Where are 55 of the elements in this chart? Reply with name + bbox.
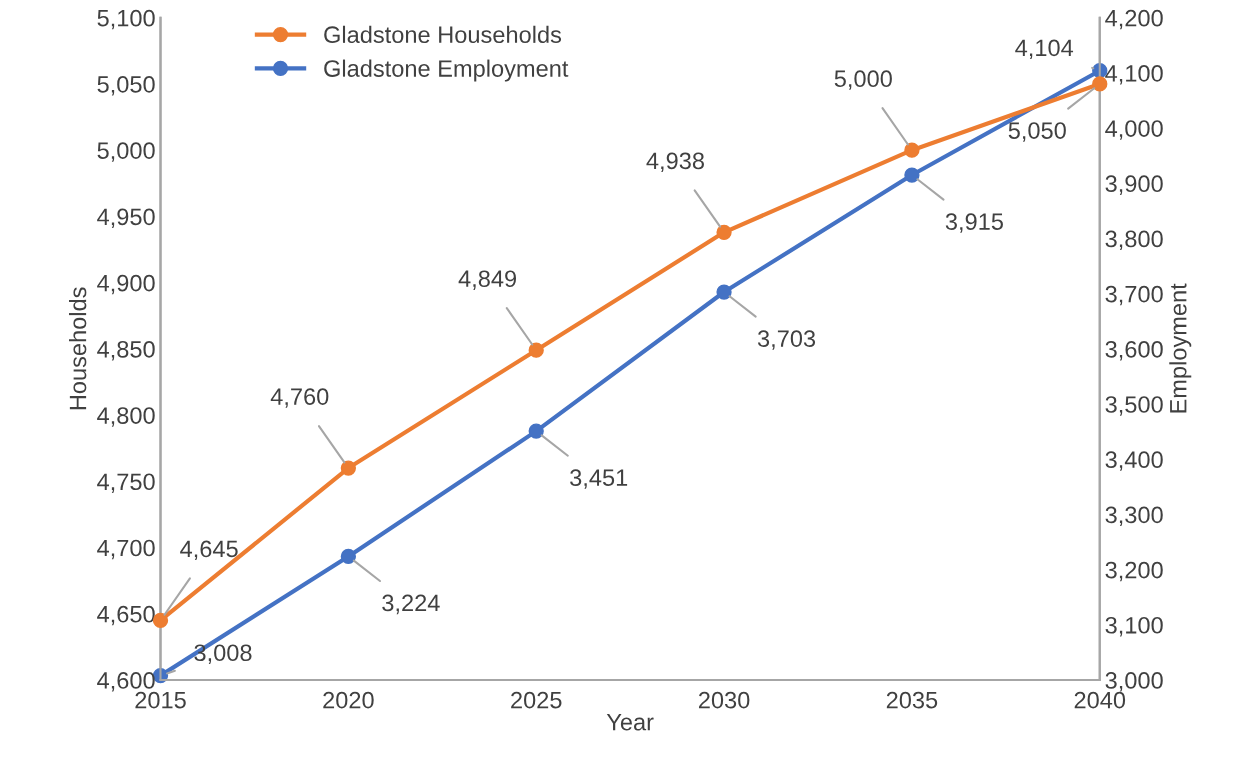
point <box>340 460 357 476</box>
data-label: 3,224 <box>382 594 440 615</box>
y2-tick-label: 3,900 <box>1105 175 1163 195</box>
y2-tick-label: 4,200 <box>1105 9 1163 30</box>
y-tick-label: 5,050 <box>97 76 155 96</box>
y2-tick-label: 3,300 <box>1105 506 1163 527</box>
y2-axis-title: Employment <box>1169 283 1192 413</box>
data-label: 4,760 <box>270 388 329 408</box>
y2-tick-label: 3,200 <box>1105 561 1163 582</box>
x-tick-label: 2035 <box>886 691 938 709</box>
y2-tick-label: 3,500 <box>1105 396 1163 416</box>
y2-tick-label: 3,600 <box>1105 340 1163 361</box>
data-label: 4,938 <box>646 152 704 172</box>
data-label: 4,104 <box>1015 39 1074 60</box>
point <box>528 423 544 439</box>
data-label: 3,915 <box>945 213 1003 233</box>
data-label: 5,000 <box>834 70 892 90</box>
x-tick-label: 2030 <box>698 691 750 709</box>
y-tick-label: 4,600 <box>97 672 155 692</box>
data-label: 4,645 <box>180 540 238 561</box>
y2-tick-label: 3,000 <box>1105 672 1163 692</box>
y-axis-title: Households <box>69 287 87 410</box>
y2-tick-label: 3,800 <box>1105 230 1163 251</box>
legend-label: Gladstone Households <box>324 25 562 44</box>
y2-tick-label: 3,400 <box>1105 451 1163 471</box>
point <box>904 167 920 183</box>
y-tick-label: 5,100 <box>97 9 155 30</box>
y-tick-label: 4,800 <box>97 407 155 427</box>
y-tick-label: 4,700 <box>97 539 155 560</box>
data-label: 5,050 <box>1008 122 1066 142</box>
x-axis-title: Year <box>606 714 654 731</box>
y2-tick-label: 4,100 <box>1105 64 1163 85</box>
y-tick-label: 5,000 <box>97 142 155 162</box>
legend-label: Gladstone Employment <box>324 59 569 82</box>
y2-tick-label: 3,700 <box>1105 285 1163 306</box>
x-tick-label: 2020 <box>323 691 374 709</box>
y-tick-label: 4,950 <box>97 208 155 228</box>
data-label: 4,849 <box>458 270 517 290</box>
y-tick-label: 4,900 <box>97 274 155 295</box>
x-tick-label: 2025 <box>511 691 562 709</box>
data-label: 3,451 <box>570 469 628 489</box>
data-label: 3,008 <box>194 644 252 664</box>
point <box>340 548 357 565</box>
y-tick-label: 4,750 <box>97 473 155 493</box>
point <box>716 284 732 300</box>
point <box>716 224 732 240</box>
point <box>904 142 920 158</box>
data-label: 3,703 <box>757 330 816 350</box>
y-tick-label: 4,650 <box>97 605 155 626</box>
y2-tick-label: 3,100 <box>1105 616 1163 637</box>
point <box>528 342 544 358</box>
y2-tick-label: 4,000 <box>1105 120 1163 140</box>
x-tick-label: 2015 <box>135 691 186 709</box>
y-tick-label: 4,850 <box>97 340 155 361</box>
x-tick-label: 2040 <box>1074 691 1126 709</box>
